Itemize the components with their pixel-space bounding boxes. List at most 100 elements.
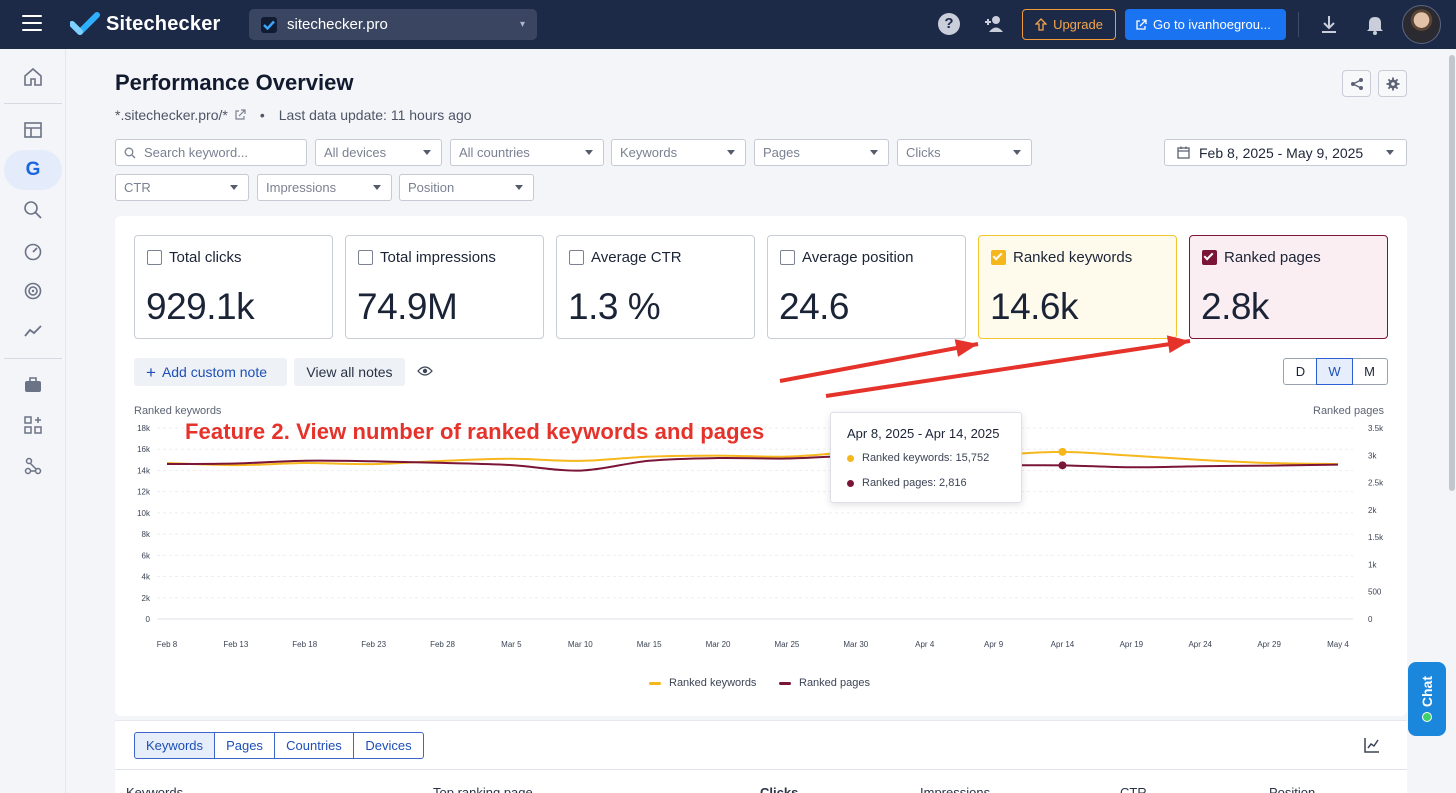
home-icon[interactable] [4,57,62,97]
tooltip-row-pages: Ranked pages: 2,816 [847,477,967,489]
chart-toggle-icon[interactable] [1364,737,1380,753]
countries-select[interactable]: All countries [450,139,604,166]
page-title: Performance Overview [115,70,354,95]
keyword-research-icon[interactable] [4,190,62,230]
y-axis-title: Ranked keywords [134,405,222,417]
trend-chart-icon[interactable] [4,311,62,351]
y2-tick-label: 2.5k [1368,479,1384,488]
y-tick-label: 16k [137,445,151,454]
impressions-filter[interactable]: Impressions [257,174,392,201]
kpi-total-impressions[interactable]: Total impressions 74.9M [345,235,544,339]
column-keywords[interactable]: Keywords [126,785,184,793]
clicks-filter[interactable]: Clicks [897,139,1032,166]
external-link-icon[interactable] [234,109,246,121]
goto-account-button[interactable]: Go to ivanhoegrou... [1125,9,1286,40]
scrollbar[interactable] [1449,55,1455,491]
checkbox[interactable] [569,250,584,265]
y2-tick-label: 1.5k [1368,533,1384,542]
legend-keywords[interactable]: Ranked keywords [649,677,756,689]
annotation-arrow-keywords-head [954,339,978,357]
chat-widget-button[interactable]: Chat [1408,662,1446,736]
integrations-icon[interactable] [4,446,62,486]
share-button[interactable] [1342,70,1371,97]
help-icon[interactable]: ? [938,13,960,35]
keywords-swatch [847,454,854,462]
series-line-pages [166,455,1339,472]
kpi-ranked-pages[interactable]: Ranked pages 2.8k [1189,235,1388,339]
ctr-filter[interactable]: CTR [115,174,249,201]
google-search-console-icon[interactable]: G [4,150,62,190]
kpi-value: 929.1k [146,286,255,327]
ctr-filter-label: CTR [124,180,151,195]
settings-button[interactable] [1378,70,1407,97]
add-user-icon[interactable] [984,13,1006,35]
divider [1298,12,1299,37]
x-tick-label: Apr 19 [1120,640,1144,649]
menu-icon[interactable] [22,15,42,33]
column-ctr[interactable]: CTR [1120,785,1147,793]
kpi-ranked-keywords[interactable]: Ranked keywords 14.6k [978,235,1177,339]
logo[interactable]: Sitechecker [70,11,221,37]
speed-gauge-icon[interactable] [4,231,62,271]
briefcase-icon[interactable] [4,365,62,405]
share-icon [1350,77,1363,90]
column-position[interactable]: Position [1269,785,1316,793]
series-line-keywords [166,450,1339,467]
kpi-total-clicks[interactable]: Total clicks 929.1k [134,235,333,339]
tab-keywords[interactable]: Keywords [134,732,215,759]
column-impressions[interactable]: Impressions [920,785,991,793]
target-icon[interactable] [4,271,62,311]
x-tick-label: Feb 8 [157,640,178,649]
y-tick-label: 14k [137,466,151,475]
x-tick-label: Mar 30 [843,640,868,649]
add-note-label: Add custom note [161,364,267,380]
checkbox[interactable] [780,250,795,265]
granularity-week-button[interactable]: W [1316,358,1353,385]
date-range-picker[interactable]: Feb 8, 2025 - May 9, 2025 [1164,139,1407,166]
granularity-month-button[interactable]: M [1351,358,1388,385]
top-bar: Sitechecker sitechecker.pro ▾ ? Upgrade … [0,0,1456,49]
kpi-average-position[interactable]: Average position 24.6 [767,235,966,339]
y-tick-label: 6k [142,551,151,560]
pages-filter[interactable]: Pages [754,139,889,166]
devices-value: All devices [324,145,387,160]
x-tick-label: Apr 4 [915,640,935,649]
checkbox[interactable] [358,250,373,265]
legend-pages[interactable]: Ranked pages [779,677,870,689]
devices-select[interactable]: All devices [315,139,442,166]
granularity-day-button[interactable]: D [1283,358,1318,385]
notifications-bell-icon[interactable] [1364,13,1386,35]
download-icon[interactable] [1318,13,1340,35]
pages-filter-label: Pages [763,145,800,160]
view-all-notes-button[interactable]: View all notes [294,358,405,386]
column-top-ranking-page[interactable]: Top ranking page [433,785,533,793]
checkbox-checked[interactable] [1202,250,1217,265]
checkbox-checked[interactable] [991,250,1006,265]
user-avatar[interactable] [1402,5,1441,44]
apps-add-icon[interactable] [4,405,62,445]
tab-pages[interactable]: Pages [214,732,275,759]
tab-countries[interactable]: Countries [274,732,354,759]
plus-icon: + [146,362,156,382]
column-clicks[interactable]: Clicks [760,785,799,793]
add-custom-note-button[interactable]: + Add custom note [134,358,287,386]
separator-dot: • [259,107,265,123]
site-selector[interactable]: sitechecker.pro ▾ [249,9,537,40]
tooltip-keywords: Ranked keywords: 15,752 [862,452,990,464]
y2-tick-label: 2k [1368,506,1377,515]
upgrade-button[interactable]: Upgrade [1022,9,1116,40]
checkbox[interactable] [147,250,162,265]
logo-text: Sitechecker [106,12,221,35]
search-keyword-input[interactable]: Search keyword... [115,139,307,166]
eye-icon[interactable] [417,364,433,378]
keywords-filter[interactable]: Keywords [611,139,746,166]
kpi-label: Average position [802,249,914,266]
tab-devices[interactable]: Devices [353,732,424,759]
y-tick-label: 10k [137,509,151,518]
kpi-average-ctr[interactable]: Average CTR 1.3 % [556,235,755,339]
chart-tooltip: Apr 8, 2025 - Apr 14, 2025 Ranked keywor… [830,412,1022,503]
dashboard-table-icon[interactable] [4,110,62,150]
x-tick-label: Mar 10 [568,640,593,649]
x-tick-label: Feb 23 [361,640,386,649]
position-filter[interactable]: Position [399,174,534,201]
